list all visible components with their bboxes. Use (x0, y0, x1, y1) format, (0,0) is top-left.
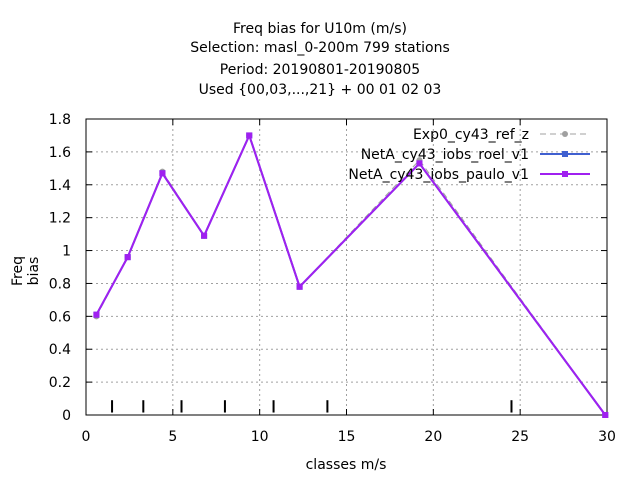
legend-label: NetA_cy43_iobs_paulo_v1 (348, 167, 529, 183)
y-tick-label: 0.6 (49, 309, 71, 325)
x-tick-label: 15 (338, 429, 356, 445)
y-tick-label: 0.2 (49, 375, 71, 391)
chart-title-line-4: Used {00,03,...,21} + 00 01 02 03 (198, 82, 442, 98)
y-tick-label: 1.8 (49, 112, 71, 128)
y-tick-label: 0.4 (49, 342, 71, 358)
chart-title-line-3: Period: 20190801-20190805 (219, 62, 421, 78)
series-point (602, 412, 609, 418)
legend-label: Exp0_cy43_ref_z (413, 127, 529, 143)
y-tick-label: 1.2 (49, 211, 71, 227)
x-tick-label: 25 (511, 429, 529, 445)
chart-title-line-2: Selection: masl_0-200m 799 stations (190, 40, 450, 56)
y-tick-label: 0 (62, 408, 71, 424)
series-point (93, 311, 100, 318)
x-axis-label: classes m/s (305, 457, 387, 473)
y-tick-label: 1 (62, 244, 71, 260)
series-point (201, 232, 208, 239)
x-tick-label: 5 (168, 429, 177, 445)
series-point (562, 151, 568, 157)
series-point (416, 160, 423, 167)
x-tick-label: 20 (424, 429, 442, 445)
x-tick-label: 30 (598, 429, 616, 445)
series-point (124, 254, 131, 261)
series-line (95, 132, 607, 416)
series-point (159, 170, 166, 177)
x-tick-label: 0 (82, 429, 91, 445)
y-tick-label: 1.6 (49, 145, 71, 161)
x-tick-label: 10 (251, 429, 269, 445)
series-point (562, 171, 568, 177)
y-tick-label: 1.4 (49, 178, 71, 194)
series-point (296, 283, 303, 290)
y-tick-label: 0.8 (49, 276, 71, 292)
series-point (246, 132, 253, 139)
legend-label: NetA_cy43_iobs_roel_v1 (361, 147, 529, 163)
series-point (562, 131, 568, 137)
chart-title-line-1: Freq bias for U10m (m/s) (233, 21, 407, 37)
